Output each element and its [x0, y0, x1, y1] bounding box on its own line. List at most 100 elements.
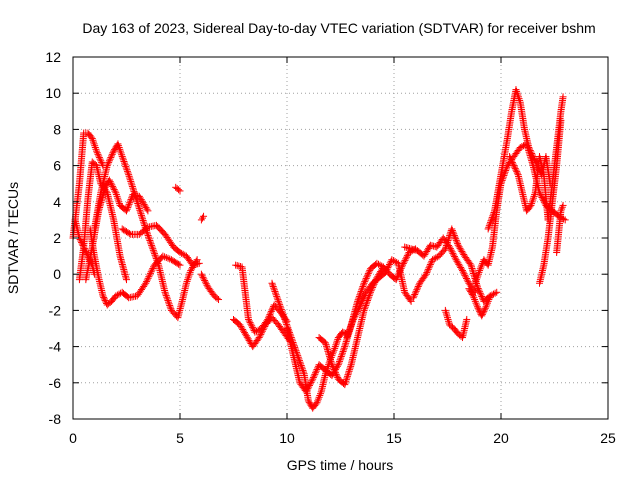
data-marker [354, 296, 362, 304]
data-marker [489, 212, 497, 220]
data-marker [98, 158, 106, 166]
data-marker [518, 187, 526, 195]
data-marker [515, 95, 523, 103]
data-marker [442, 242, 450, 250]
data-marker [116, 147, 124, 155]
data-marker [346, 324, 354, 332]
data-marker [513, 168, 521, 176]
data-marker [146, 269, 154, 277]
data-marker [344, 332, 352, 340]
data-marker [335, 359, 343, 367]
data-marker [472, 277, 480, 285]
data-marker [142, 204, 150, 212]
data-marker [444, 238, 451, 246]
series-arc-o [315, 263, 387, 389]
data-marker [144, 230, 152, 238]
data-marker [460, 270, 468, 278]
data-marker [384, 264, 392, 272]
data-point [110, 147, 118, 155]
data-marker [471, 297, 479, 305]
data-marker [378, 265, 386, 273]
data-marker [338, 349, 346, 357]
data-marker [353, 308, 361, 316]
data-marker [110, 295, 118, 303]
data-marker [539, 169, 547, 177]
data-marker [359, 281, 367, 289]
data-marker [164, 297, 172, 305]
data-marker [241, 329, 249, 337]
data-marker [145, 273, 153, 281]
data-marker [307, 378, 315, 386]
data-marker [116, 145, 124, 153]
data-marker [137, 210, 145, 218]
data-marker [406, 244, 414, 252]
series-arc-b [75, 158, 130, 284]
data-marker [171, 311, 179, 319]
data-marker [329, 362, 337, 370]
data-marker [353, 309, 361, 317]
data-marker [413, 286, 421, 294]
series-seg-j [197, 270, 223, 304]
y-tick-label: 4 [53, 194, 61, 210]
data-marker [481, 306, 489, 314]
data-marker [151, 250, 159, 258]
data-marker [130, 188, 138, 196]
data-marker [75, 232, 83, 240]
data-marker [270, 284, 278, 292]
data-marker [119, 154, 127, 162]
data-marker [316, 391, 324, 399]
data-marker [131, 191, 139, 199]
data-marker [450, 230, 458, 238]
data-marker [360, 308, 368, 316]
data-point [349, 315, 357, 323]
data-marker [187, 258, 195, 266]
data-marker [361, 292, 369, 300]
data-marker [146, 238, 154, 246]
data-marker [486, 220, 494, 228]
y-axis-label: SDTVAR / TECUs [5, 182, 21, 294]
data-marker [108, 181, 116, 189]
series-arc-g [118, 221, 203, 269]
data-marker [92, 145, 100, 153]
data-marker [182, 281, 190, 289]
data-marker [162, 290, 170, 298]
data-marker [277, 304, 285, 312]
data-marker [350, 314, 358, 322]
data-marker [507, 156, 515, 164]
data-marker [442, 243, 450, 251]
data-marker [136, 208, 144, 216]
y-tick-label: -4 [49, 339, 62, 355]
data-marker [178, 299, 186, 307]
data-marker [149, 264, 157, 272]
data-marker [96, 191, 104, 199]
data-marker [383, 265, 391, 273]
data-marker [363, 273, 371, 281]
data-marker [344, 330, 352, 338]
data-marker [233, 319, 241, 327]
data-marker [152, 253, 160, 261]
data-marker [312, 400, 320, 408]
data-marker [402, 255, 410, 263]
data-point [148, 243, 156, 251]
data-marker [336, 357, 344, 365]
data-point [197, 270, 205, 278]
data-marker [149, 246, 157, 254]
data-marker [507, 109, 515, 117]
data-marker [475, 286, 483, 294]
data-marker [163, 295, 171, 303]
data-marker [125, 200, 133, 208]
data-marker [161, 253, 169, 261]
data-marker [538, 194, 546, 202]
data-marker [462, 317, 470, 325]
data-marker [123, 205, 131, 213]
data-marker [91, 144, 99, 151]
data-marker [109, 214, 117, 222]
data-marker [120, 226, 128, 234]
data-marker [401, 256, 409, 264]
data-marker [78, 240, 86, 248]
data-marker [135, 203, 143, 211]
data-marker [474, 304, 482, 312]
data-marker [147, 268, 155, 276]
data-marker [338, 378, 346, 386]
data-marker [465, 258, 473, 266]
